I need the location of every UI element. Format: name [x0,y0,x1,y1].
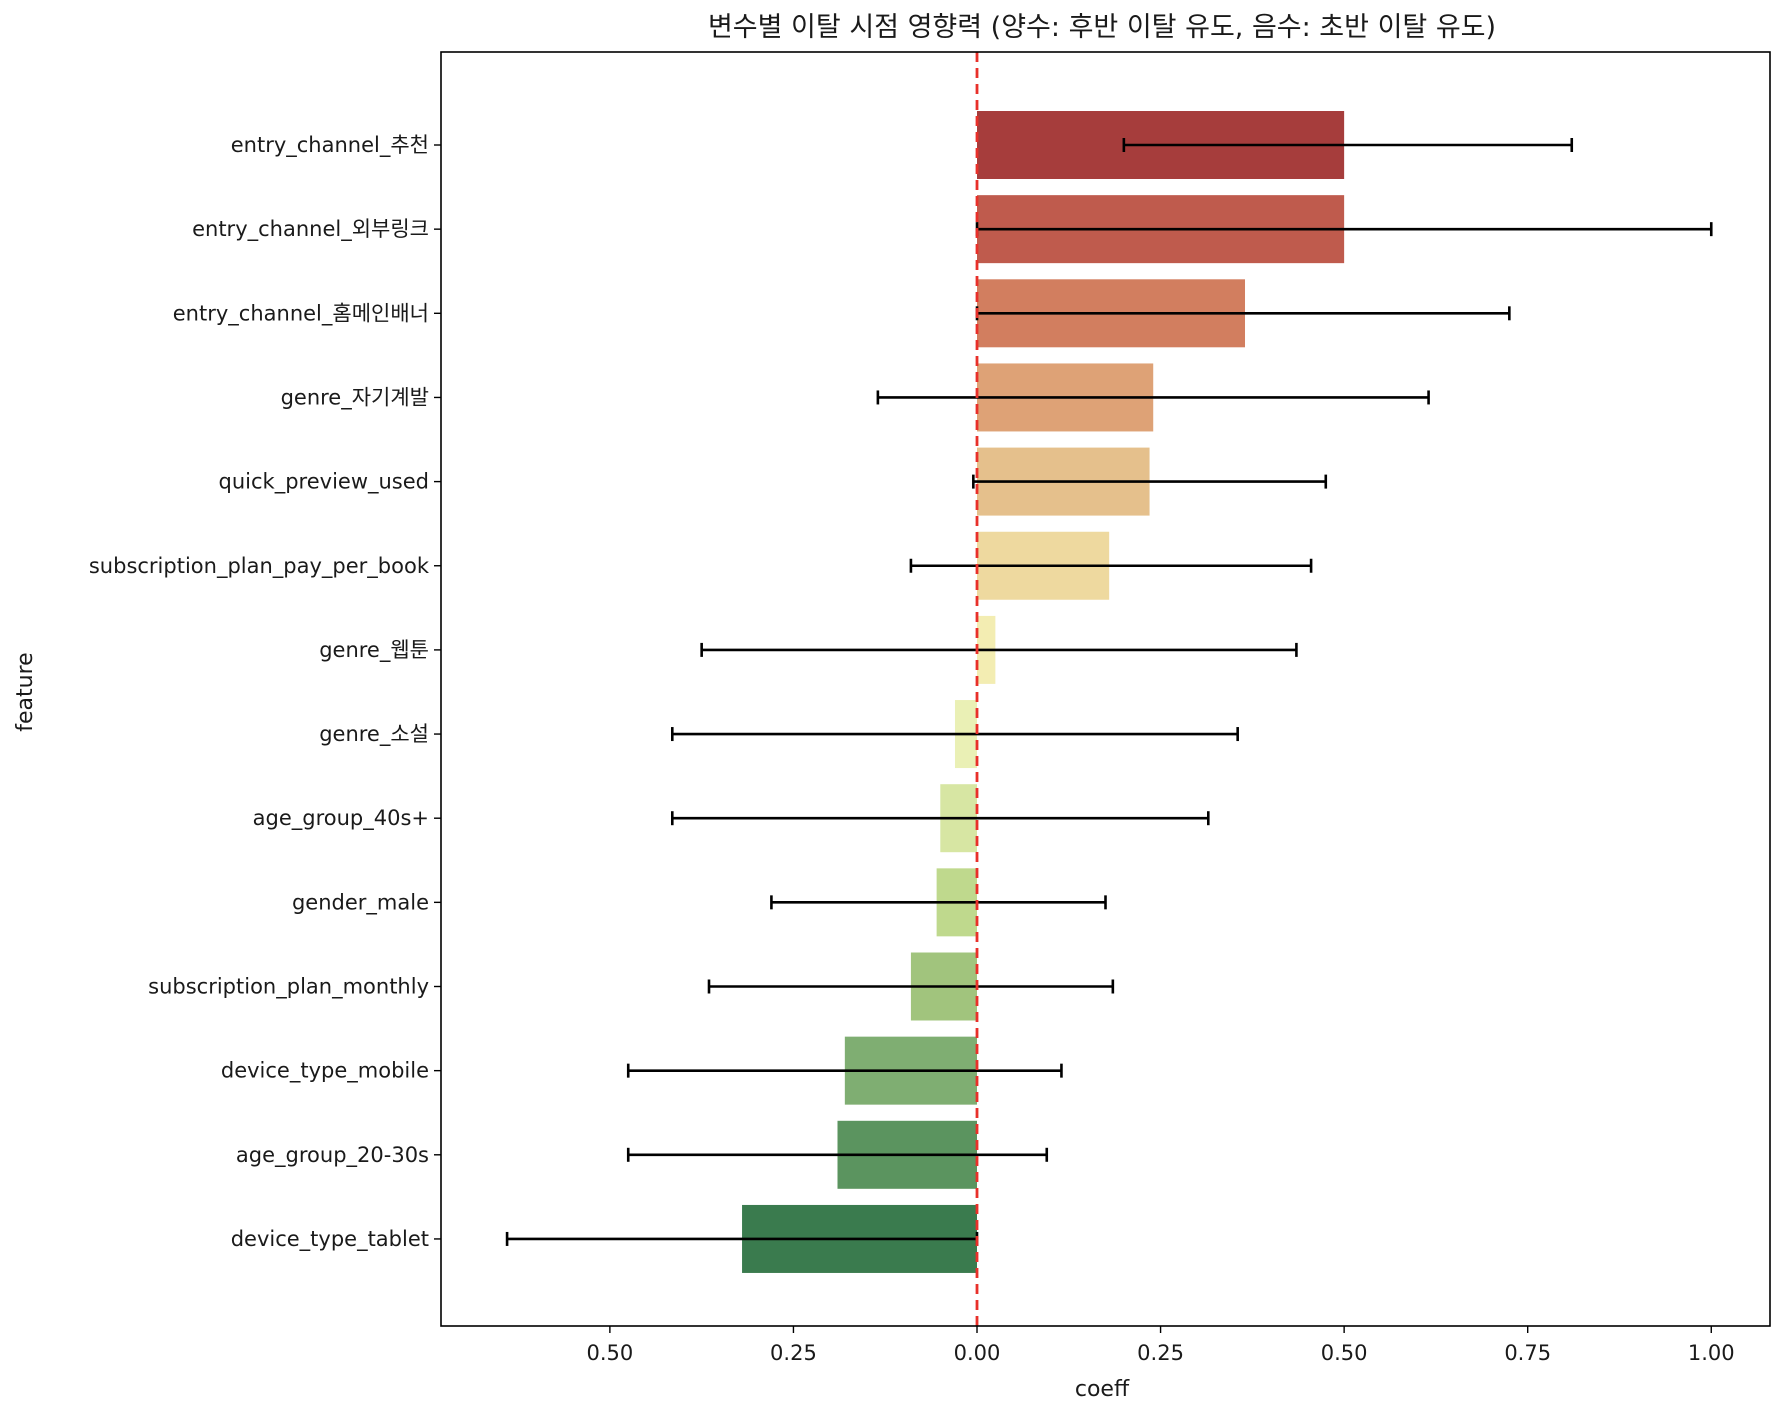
y-tick-label: device_type_tablet [231,1227,429,1252]
y-axis-label: feature [13,652,38,731]
y-tick-label: entry_channel_홈메인배너 [173,301,429,326]
bars-layer [742,111,1345,1273]
x-ticks-layer: 0.50 0.25 0.00 0.25 0.50 0.75 1.00 [586,1326,1735,1365]
y-tick-label: genre_자기계발 [281,385,429,410]
y-tick-label: genre_웹툰 [319,638,429,663]
chart-title: 변수별 이탈 시점 영향력 (양수: 후반 이탈 유도, 음수: 초반 이탈 유… [708,12,1496,43]
x-tick-label: 0.25 [1137,1341,1184,1365]
y-tick-label: entry_channel_추천 [231,133,429,158]
error-bars-layer [505,138,1713,1246]
plot-frame [440,51,1771,1327]
x-tick-label: 0.75 [1504,1341,1551,1365]
x-tick-label: 0.50 [1321,1341,1368,1365]
x-tick-label: 0.50 [586,1341,633,1365]
x-tick-label: 0.00 [954,1341,1001,1365]
x-tick-label: 1.00 [1688,1341,1735,1365]
y-tick-label: quick_preview_used [219,470,429,495]
x-tick-label: 0.25 [770,1341,817,1365]
y-tick-label: age_group_20-30s [236,1143,429,1168]
y-tick-label: genre_소설 [319,722,429,747]
y-tick-label: entry_channel_외부링크 [192,217,429,242]
y-tick-label: device_type_mobile [221,1059,429,1084]
y-tick-label: gender_male [292,890,429,915]
y-tick-label: age_group_40s+ [253,806,429,831]
y-tick-label: subscription_plan_monthly [148,975,429,1000]
y-tick-label: subscription_plan_pay_per_book [89,554,430,579]
x-axis-label: coeff [1075,1377,1130,1402]
y-ticks-layer: entry_channel_추천 entry_channel_외부링크 entry_… [89,133,441,1252]
axes-layer [440,51,1771,1327]
